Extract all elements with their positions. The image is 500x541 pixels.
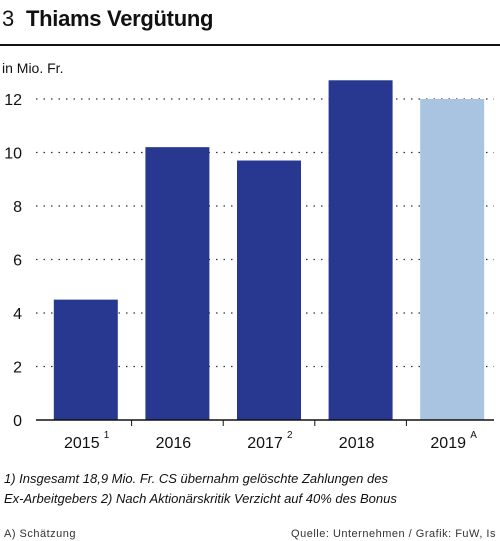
x-tick-footnote-marker: A bbox=[470, 430, 477, 441]
bar-2018 bbox=[328, 80, 393, 421]
source-credit: Quelle: Unternehmen / Grafik: FuW, Is bbox=[291, 528, 496, 540]
x-tick-footnote-marker: 1 bbox=[104, 430, 110, 441]
chart-number: 3 bbox=[2, 6, 15, 31]
bars bbox=[53, 80, 485, 421]
bar-2017 bbox=[237, 160, 301, 420]
x-tick-label: 2016 bbox=[156, 435, 192, 452]
chart-header: 3 Thiams Vergütung bbox=[0, 0, 500, 46]
y-tick-label: 0 bbox=[13, 413, 22, 430]
y-tick-label: 2 bbox=[13, 360, 22, 377]
y-axis-unit-label: in Mio. Fr. bbox=[2, 60, 64, 76]
footnote-line-2: Ex-Arbeitgebers 2) Nach Aktionärskritik … bbox=[4, 491, 397, 506]
x-tick-label: 2018 bbox=[339, 435, 375, 452]
y-tick-label: 6 bbox=[13, 253, 22, 270]
x-tick-footnote-marker: 2 bbox=[287, 430, 293, 441]
y-tick-label: 4 bbox=[13, 306, 22, 323]
bar-2019 bbox=[420, 99, 485, 420]
y-tick-label: 10 bbox=[4, 146, 22, 163]
bar-2016 bbox=[145, 147, 210, 420]
footnote-line-1: 1) Insgesamt 18,9 Mio. Fr. CS übernahm g… bbox=[4, 471, 388, 486]
y-tick-label: 12 bbox=[4, 92, 22, 109]
x-tick-label: 2017 bbox=[247, 435, 283, 452]
x-tick-label: 2019 bbox=[430, 435, 466, 452]
axes: 0 2 4 6 8 10 12 2015 1 2016 2017 2 2018 2019 A bbox=[4, 92, 494, 452]
bar-chart: 0 2 4 6 8 10 12 2015 1 2016 2017 2 2018 2019 A bbox=[4, 80, 494, 452]
x-tick-label: 2015 bbox=[64, 435, 100, 452]
chart-title: Thiams Vergütung bbox=[26, 6, 214, 31]
y-tick-label: 8 bbox=[13, 199, 22, 216]
bar-2015 bbox=[53, 299, 118, 420]
estimate-note: A) Schätzung bbox=[4, 528, 77, 540]
